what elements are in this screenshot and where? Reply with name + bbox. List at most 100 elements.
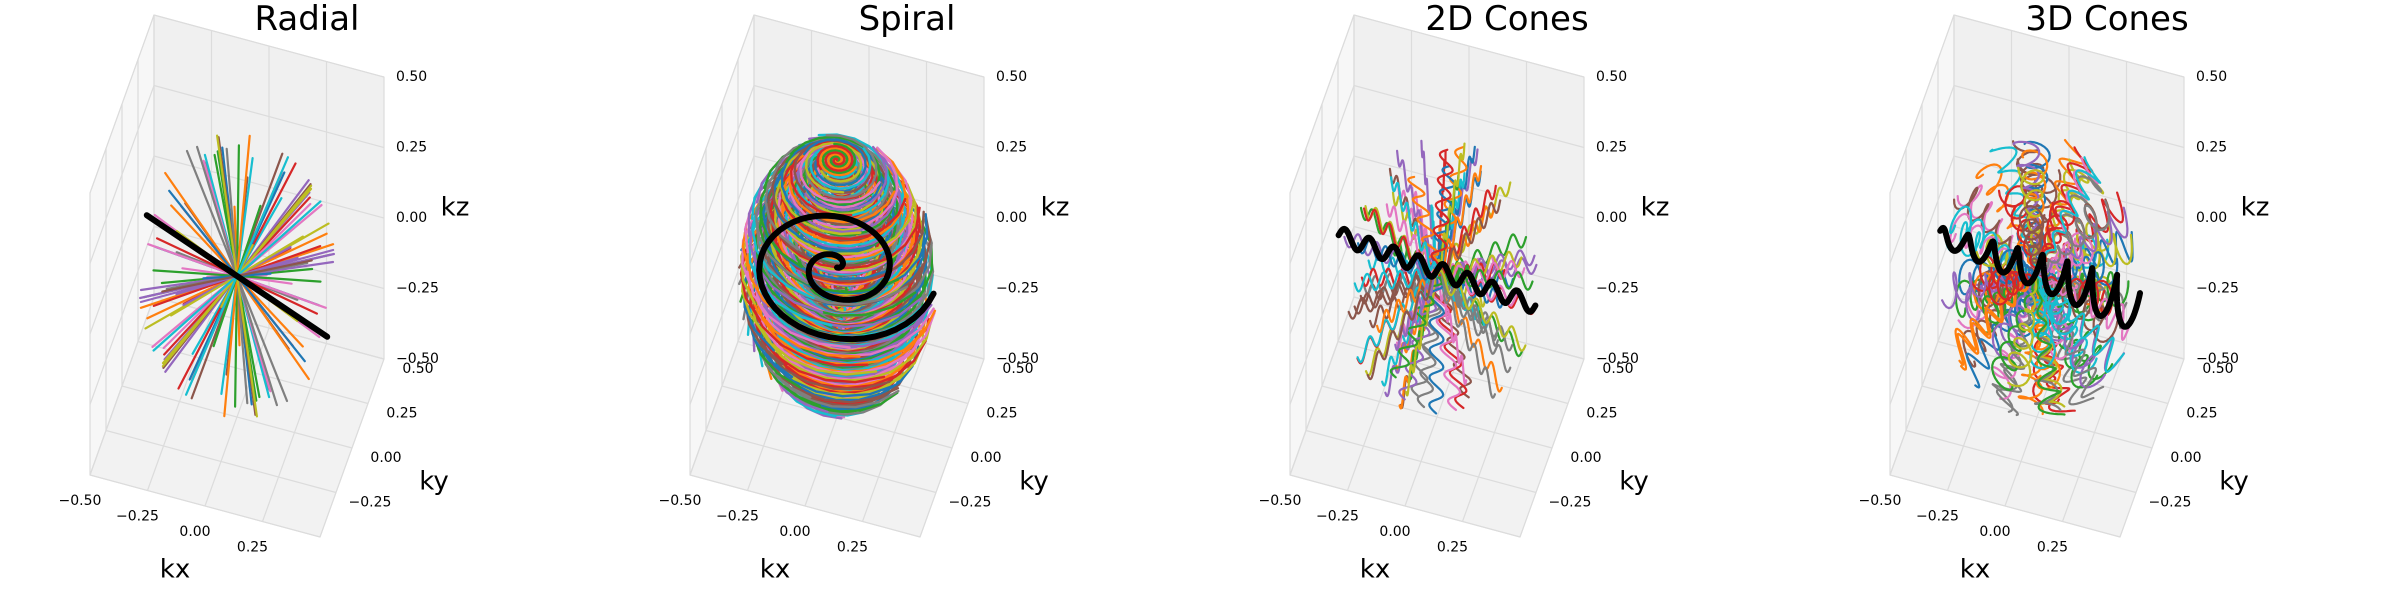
gridline	[1289, 14, 1355, 194]
trajectory-line	[1353, 268, 1439, 315]
y-tick-label: 0.50	[2202, 361, 2233, 377]
y-axis-label: ky	[1019, 467, 1049, 497]
gridline	[153, 14, 385, 78]
trajectory-line	[2007, 274, 2039, 388]
trajectory-line	[1435, 271, 1468, 386]
y-axis-label: ky	[419, 467, 449, 497]
gridline	[919, 358, 985, 538]
highlight-trajectory	[143, 212, 331, 340]
gridline	[89, 155, 155, 335]
gridline	[689, 155, 755, 335]
gridline	[1953, 84, 2185, 149]
gridline	[153, 84, 385, 149]
z-tick-label: −0.25	[996, 281, 1039, 297]
trajectory-line	[2035, 200, 2111, 278]
panel-title: Radial	[254, 0, 359, 39]
trajectory-line	[1376, 268, 1439, 333]
z-tick-label: 0.25	[996, 140, 1027, 156]
y-tick-label: −0.25	[949, 495, 992, 511]
x-tick-label: 0.25	[237, 540, 268, 556]
z-tick-label: 0.00	[2196, 210, 2227, 226]
x-tick-label: −0.25	[1916, 509, 1959, 525]
gridline	[1519, 358, 1585, 538]
panel-title: 2D Cones	[1425, 0, 1588, 39]
z-tick-label: 0.25	[1596, 140, 1627, 156]
trajectory-line	[821, 142, 857, 175]
y-tick-label: 0.00	[2170, 450, 2201, 466]
y-tick-label: 0.25	[986, 406, 1017, 422]
trajectory-line	[1954, 274, 2039, 366]
gridline	[1889, 14, 1955, 194]
trajectory-line	[2017, 274, 2045, 416]
gridline	[1353, 84, 1585, 149]
gridline	[319, 358, 385, 538]
x-tick-label: 0.25	[1437, 540, 1468, 556]
x-axis-label: kx	[1960, 555, 1990, 585]
x-tick-label: −0.25	[1316, 509, 1359, 525]
z-axis-label: kz	[441, 193, 470, 223]
z-tick-label: 0.00	[1596, 210, 1627, 226]
z-tick-label: −0.50	[1596, 351, 1639, 367]
trajectory-line	[1404, 271, 1439, 397]
z-tick-label: −0.50	[2196, 351, 2239, 367]
highlight-trajectory	[756, 212, 937, 343]
gridline	[1889, 155, 1955, 335]
gridline	[753, 84, 985, 149]
highlight-trajectory	[1937, 224, 2143, 330]
x-axis-label: kx	[160, 555, 190, 585]
gridline	[861, 343, 928, 522]
z-tick-label: −0.25	[396, 281, 439, 297]
gridline	[121, 385, 353, 449]
x-tick-label: −0.25	[716, 509, 759, 525]
gridline	[1289, 155, 1355, 335]
trajectory-line	[2035, 251, 2119, 287]
x-tick-label: 0.00	[1979, 524, 2010, 540]
z-axis-label: kz	[1641, 193, 1670, 223]
gridline	[1321, 385, 1553, 449]
z-tick-label: 0.50	[1596, 69, 1627, 85]
y-tick-label: 0.25	[1586, 406, 1617, 422]
y-axis-label: ky	[2219, 467, 2249, 497]
y-tick-label: 0.25	[2186, 406, 2217, 422]
trajectory-line	[1353, 266, 1439, 293]
y-tick-label: 0.50	[402, 361, 433, 377]
panel-cones3d: −0.50−0.250.000.25−0.250.000.250.50−0.50…	[1859, 0, 2270, 585]
gridline	[689, 85, 755, 264]
trajectory-line	[1384, 271, 1439, 398]
z-axis-label: kz	[1041, 193, 1070, 223]
gridline	[261, 343, 328, 522]
gridline	[1921, 385, 2153, 449]
z-axis-label: kz	[2241, 193, 2270, 223]
z-tick-label: −0.25	[2196, 281, 2239, 297]
y-tick-label: 0.00	[370, 450, 401, 466]
trajectory-line	[1390, 176, 1439, 278]
trajectory-line	[1431, 274, 1462, 411]
trajectory-line	[1997, 185, 2039, 278]
x-tick-label: −0.25	[116, 509, 159, 525]
trajectory-line	[1435, 270, 1512, 374]
gridline	[1953, 14, 2185, 78]
gridline	[1353, 14, 1585, 78]
y-tick-label: 0.00	[970, 450, 1001, 466]
trajectory-line	[2035, 274, 2125, 373]
panel-title: Spiral	[859, 0, 956, 39]
y-tick-label: 0.25	[386, 406, 417, 422]
panel-cones2d: −0.50−0.250.000.25−0.250.000.250.50−0.50…	[1259, 0, 1670, 585]
x-tick-label: 0.25	[2037, 540, 2068, 556]
x-axis-label: kx	[760, 555, 790, 585]
x-tick-label: 0.00	[1379, 524, 1410, 540]
trajectory-line	[2035, 274, 2066, 416]
gridline	[153, 296, 385, 360]
trajectory-line	[819, 147, 857, 177]
z-tick-label: 0.50	[396, 69, 427, 85]
z-tick-label: 0.25	[2196, 140, 2227, 156]
x-tick-label: 0.25	[837, 540, 868, 556]
panel-title: 3D Cones	[2025, 0, 2188, 39]
x-tick-label: −0.50	[1859, 493, 1902, 509]
gridline	[89, 85, 155, 264]
y-tick-label: 0.50	[1002, 361, 1033, 377]
highlight-trajectory	[1335, 225, 1539, 315]
gridline	[89, 14, 155, 194]
trajectory-line	[1430, 148, 1454, 278]
